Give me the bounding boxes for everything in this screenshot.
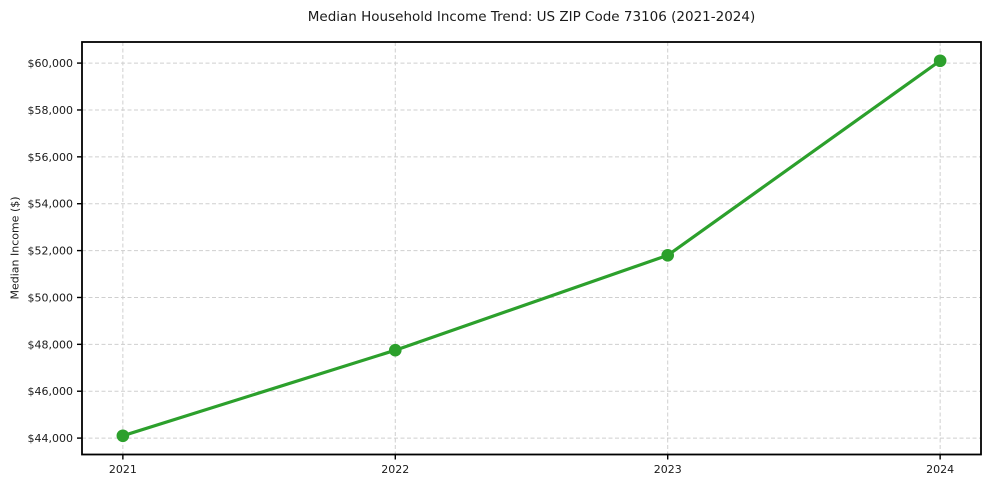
x-tick-label: 2021 <box>109 463 137 476</box>
y-tick-label: $50,000 <box>28 291 74 304</box>
x-tick-label: 2022 <box>381 463 409 476</box>
x-tick-label: 2023 <box>654 463 682 476</box>
data-point-marker <box>661 248 675 262</box>
trend-line <box>121 59 942 438</box>
data-point-marker <box>116 429 130 443</box>
y-tick-label: $46,000 <box>28 385 74 398</box>
plot-border <box>81 41 982 456</box>
y-tick-label: $52,000 <box>28 245 74 258</box>
y-tick-label: $60,000 <box>28 57 74 70</box>
data-point-marker <box>933 54 947 68</box>
data-point-marker <box>388 343 402 357</box>
y-tick-label: $56,000 <box>28 151 74 164</box>
chart-title: Median Household Income Trend: US ZIP Co… <box>307 9 756 25</box>
x-tick-label: 2024 <box>926 463 954 476</box>
y-tick-label: $44,000 <box>28 432 74 445</box>
y-tick-label: $48,000 <box>28 338 74 351</box>
y-tick-label: $54,000 <box>28 198 74 211</box>
y-tick-label: $58,000 <box>28 104 74 117</box>
